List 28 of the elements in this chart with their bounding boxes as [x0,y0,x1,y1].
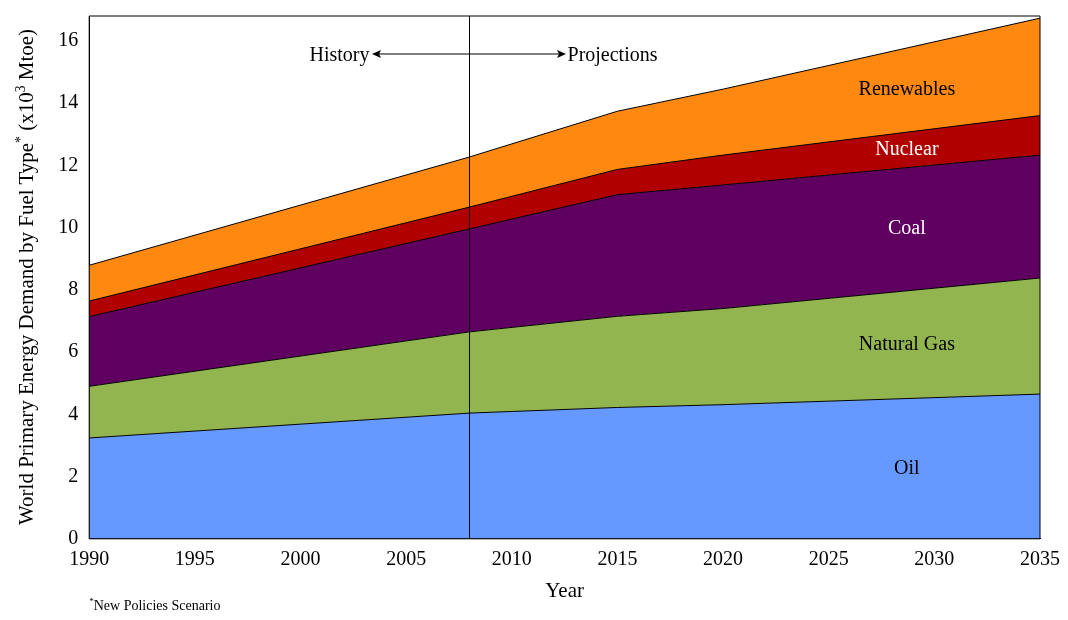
x-tick-label: 2015 [597,547,638,570]
series-label: Nuclear [875,137,939,160]
text: $^{*}$New Policies Scenario [89,596,221,614]
y-tick-label: 2 [68,463,79,486]
x-tick-label: 2030 [914,547,955,570]
x-tick-label: 2005 [386,547,427,570]
x-axis-title: Year [545,577,584,602]
y-tick-label: 0 [68,526,79,549]
series-label: Renewables [858,77,956,100]
series-label: Natural Gas [858,331,956,354]
x-tick-label: 1995 [174,547,215,570]
y-tick-label: 12 [58,152,79,175]
x-tick-label: 2000 [280,547,321,570]
series-label: Oil [894,455,921,478]
y-tick-label: 6 [68,339,79,362]
x-tick-label: 2010 [491,547,532,570]
series-label: Coal [888,216,927,239]
x-tick-label: 2035 [1020,547,1060,570]
y-tick-label: 14 [58,90,79,113]
y-tick-label: 10 [58,214,79,237]
y-tick-label: 8 [68,277,79,300]
y-tick-label: 4 [68,401,79,424]
x-tick-label: 2025 [808,547,849,570]
annotation: History [309,42,370,66]
x-tick-label: 1990 [69,547,110,570]
x-tick-label: 2020 [703,547,744,570]
annotation: Projections [567,42,658,66]
y-tick-label: 16 [58,28,79,51]
